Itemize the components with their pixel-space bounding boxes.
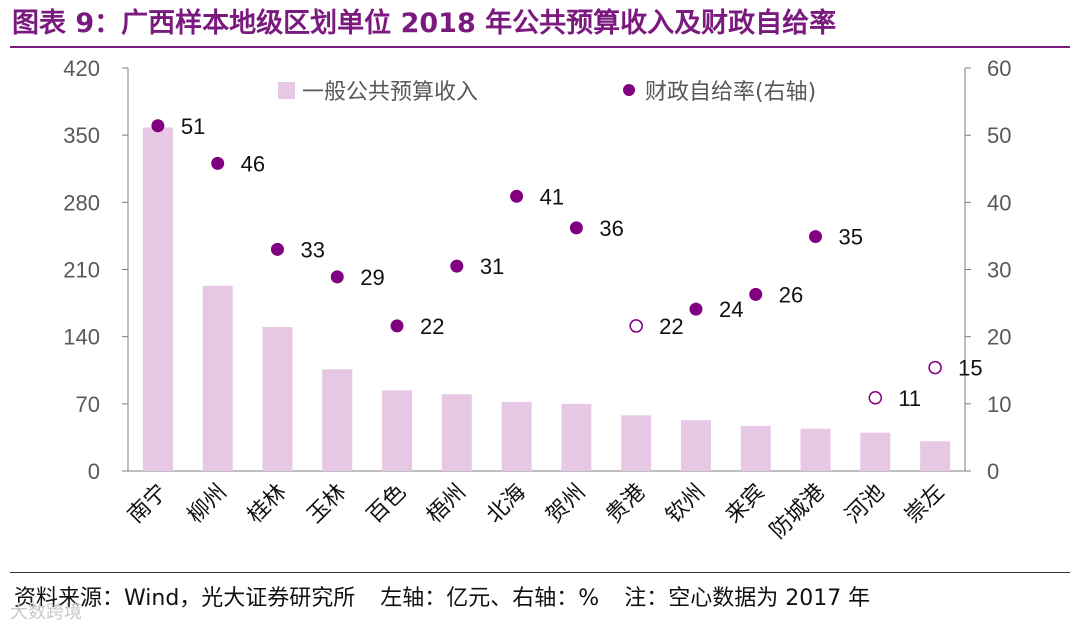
- category-label: 来宾: [721, 480, 770, 529]
- left-axis-tick-label: 0: [88, 459, 100, 484]
- bar: [680, 420, 711, 471]
- data-point: [689, 302, 703, 316]
- category-label: 贺州: [542, 480, 591, 529]
- data-label: 22: [420, 314, 444, 339]
- legend-label-bar: 一般公共预算收入: [302, 80, 478, 105]
- bar: [800, 428, 831, 471]
- legend-swatch-bar: [278, 82, 295, 99]
- data-label: 35: [839, 225, 863, 250]
- category-label: 北海: [482, 480, 531, 529]
- right-axis-tick-label: 20: [987, 325, 1011, 350]
- right-axis-tick-label: 60: [987, 56, 1011, 81]
- footer-source: 资料来源：Wind，光大证券研究所: [14, 586, 356, 611]
- data-point: [330, 270, 344, 284]
- bar: [740, 425, 771, 471]
- footer: 资料来源：Wind，光大证券研究所 左轴：亿元、右轴：% 注：空心数据为 201…: [14, 580, 888, 612]
- data-label: 11: [898, 386, 921, 411]
- category-label: 梧州: [422, 480, 471, 529]
- category-label: 崇左: [901, 480, 950, 529]
- data-point: [450, 259, 464, 273]
- title-rule: [10, 46, 1070, 48]
- left-axis-tick-label: 350: [63, 123, 100, 148]
- data-label: 46: [241, 151, 265, 176]
- right-axis-tick-label: 30: [987, 258, 1011, 283]
- footer-rule: [10, 572, 1070, 573]
- bar: [920, 441, 951, 471]
- category-label: 南宁: [123, 480, 172, 529]
- data-point: [809, 230, 823, 244]
- left-axis-tick-label: 210: [63, 258, 100, 283]
- data-point: [211, 156, 225, 170]
- bar: [501, 401, 532, 471]
- category-label: 百色: [362, 480, 411, 529]
- right-axis-tick-label: 50: [987, 123, 1011, 148]
- data-label: 24: [719, 297, 743, 322]
- data-point: [510, 189, 524, 203]
- legend-label-dot: 财政自给率(右轴): [645, 80, 816, 105]
- category-label: 桂林: [243, 480, 292, 529]
- bar: [621, 415, 652, 471]
- right-axis-tick-label: 0: [987, 459, 999, 484]
- data-label: 31: [480, 254, 504, 279]
- data-label: 26: [779, 282, 803, 307]
- left-axis-tick-label: 70: [76, 392, 100, 417]
- right-axis-tick-label: 40: [987, 190, 1011, 215]
- data-point: [270, 242, 284, 256]
- category-label: 钦州: [661, 480, 710, 529]
- data-label: 29: [360, 265, 384, 290]
- category-label: 贵港: [602, 480, 651, 529]
- data-point: [390, 319, 404, 333]
- footer-axes-note: 左轴：亿元、右轴：%: [380, 586, 600, 611]
- data-label: 22: [659, 314, 683, 339]
- category-label: 防城港: [765, 480, 829, 544]
- legend-swatch-dot: [623, 84, 635, 96]
- data-label: 33: [300, 237, 324, 262]
- data-label: 41: [540, 184, 564, 209]
- category-label: 柳州: [183, 480, 232, 529]
- bar: [441, 394, 472, 471]
- footer-note: 注：空心数据为 2017 年: [624, 586, 871, 611]
- bar: [202, 285, 233, 471]
- data-point: [749, 287, 763, 301]
- category-label: 玉林: [303, 480, 352, 529]
- right-axis-tick-label: 10: [987, 392, 1011, 417]
- data-point-hollow: [928, 360, 942, 375]
- bar: [561, 403, 592, 471]
- category-label: 河池: [841, 480, 890, 529]
- bar: [860, 432, 891, 471]
- chart-title: 图表 9：广西样本地级区划单位 2018 年公共预算收入及财政自给率: [12, 8, 837, 39]
- watermark: 大数跨境: [10, 602, 82, 623]
- bar: [322, 369, 353, 471]
- left-axis-tick-label: 280: [63, 190, 100, 215]
- data-point-hollow: [629, 319, 643, 333]
- data-point: [151, 119, 165, 133]
- bar: [262, 327, 293, 471]
- left-axis-tick-label: 140: [63, 325, 100, 350]
- data-label: 51: [181, 114, 205, 139]
- data-point: [569, 221, 583, 235]
- data-point-hollow: [868, 391, 883, 405]
- bar: [382, 390, 413, 471]
- bar: [142, 127, 173, 471]
- data-label: 36: [599, 216, 623, 241]
- left-axis-tick-label: 420: [63, 56, 100, 81]
- data-label: 15: [958, 356, 982, 381]
- chart: 0 70 140 210 280 350 420 0 10 20 30 40 50 60 51 46 33 29 2…: [63, 56, 1011, 544]
